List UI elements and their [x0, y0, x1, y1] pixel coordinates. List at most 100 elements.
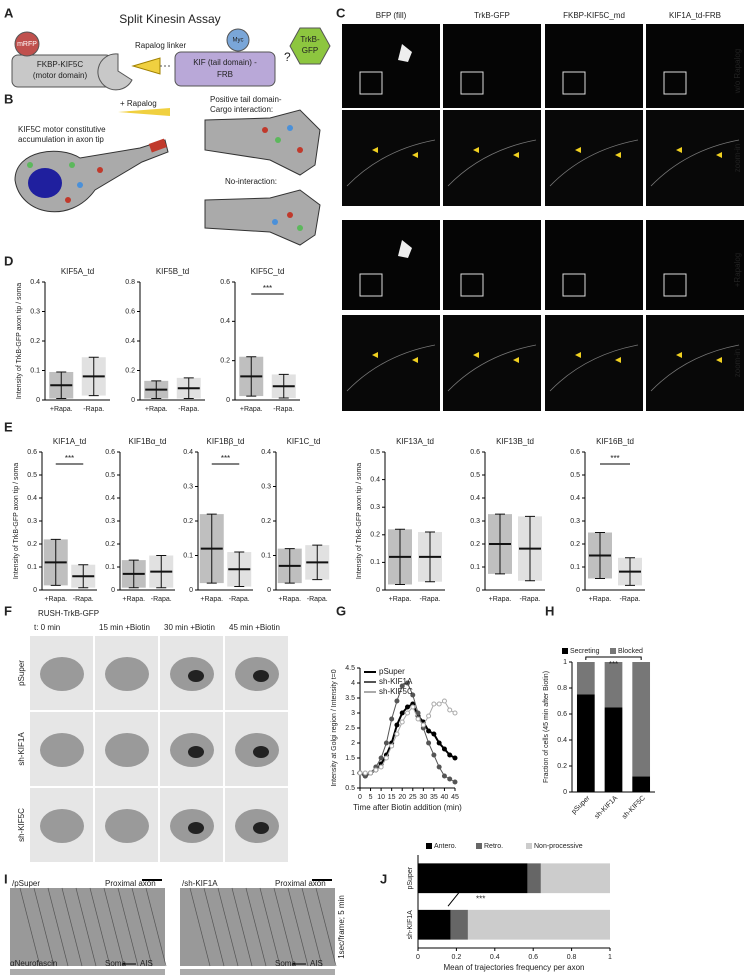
bar-segment	[632, 662, 651, 777]
x-tick-label: 30	[419, 794, 427, 801]
column-header: BFP (fill)	[376, 11, 407, 20]
nucleus	[28, 168, 62, 198]
micrograph	[545, 24, 643, 108]
roi-box	[359, 273, 383, 297]
trajectory	[287, 887, 309, 967]
positive-label: Cargo interaction:	[210, 105, 273, 114]
point	[431, 752, 437, 758]
roi-box	[562, 273, 586, 297]
x-tick-label: -Rapa.	[419, 596, 440, 603]
neurite	[650, 139, 740, 187]
panel-f-title: RUSH-TrkB-GFP	[38, 609, 99, 618]
legend-label: Antero.	[434, 843, 457, 850]
row-label: sh-KIF1A	[17, 732, 26, 766]
x-tick-label: +Rapa.	[489, 596, 512, 603]
neurite	[346, 139, 436, 187]
arrowhead	[412, 357, 418, 363]
row-label: sh-KIF5C	[17, 808, 26, 842]
point	[436, 740, 442, 746]
neurite	[549, 344, 639, 392]
arrowhead	[716, 152, 722, 158]
significance: ***	[263, 284, 272, 293]
cargo	[287, 125, 293, 131]
y-tick-label: 0.1	[370, 559, 380, 566]
y-axis-label: Fraction of cells (45 min after Biotin)	[543, 671, 550, 783]
point	[394, 722, 400, 728]
point	[399, 683, 405, 689]
y-tick-label: 0.4	[27, 495, 37, 502]
micrograph	[342, 220, 440, 310]
arrowhead	[372, 352, 378, 358]
y-tick-label: 0.4	[557, 737, 567, 744]
x-tick-label: 10	[377, 794, 385, 801]
y-tick-label: 0	[576, 587, 580, 594]
y-tick-label: 0.1	[30, 367, 40, 374]
ais-label: AIS	[310, 959, 323, 968]
point	[441, 698, 447, 704]
chart-title: KIF1C_td	[287, 437, 321, 446]
point	[399, 710, 405, 716]
legend-label: pSuper	[379, 667, 405, 676]
condition-label: /pSuper	[12, 879, 40, 888]
column-header: 45 min +Biotin	[229, 623, 280, 632]
cell	[40, 733, 84, 767]
trajectory	[131, 887, 153, 967]
zoom-image	[545, 110, 643, 206]
fkbp	[97, 53, 133, 91]
micrograph	[646, 220, 744, 310]
x-tick-label: pSuper	[571, 794, 592, 815]
y-tick-label: 0.2	[105, 541, 115, 548]
arrowhead	[473, 147, 479, 153]
y-tick-label: 0.6	[557, 711, 567, 718]
point	[394, 698, 400, 704]
y-tick-label: 0.2	[370, 532, 380, 539]
legend-swatch	[610, 648, 616, 654]
chart-title: KIF5A_td	[61, 267, 94, 276]
x-tick-label: -Rapa.	[307, 596, 328, 603]
y-tick-label: 0.8	[557, 685, 567, 692]
trajectory	[145, 887, 167, 967]
trajectory	[231, 887, 253, 967]
y-axis-label: Intensity of TrkB-GFP axon tip / soma	[13, 463, 20, 579]
roi-box	[359, 71, 383, 95]
y-tick-label: 0	[563, 789, 567, 796]
trkb-label: GFP	[302, 46, 318, 55]
cell	[40, 657, 84, 691]
x-tick-label: 0	[358, 794, 362, 801]
y-tick-label: 0.4	[261, 449, 271, 456]
y-tick-label: 0.2	[470, 541, 480, 548]
mrfp	[14, 31, 40, 57]
arrowhead	[513, 357, 519, 363]
y-tick-label: 0.2	[570, 541, 580, 548]
y-tick-label: 0.3	[30, 308, 40, 315]
bar-segment	[527, 863, 541, 894]
y-tick-label: 0.8	[125, 279, 135, 286]
trajectory	[301, 887, 323, 967]
y-tick-label: 0	[33, 587, 37, 594]
significance: ***	[65, 454, 74, 463]
kif-label: KIF (tail domain) -	[193, 58, 257, 67]
y-tick-label: 0.2	[183, 518, 193, 525]
bar-segment	[540, 863, 610, 894]
point	[426, 713, 432, 719]
trajectory	[19, 887, 41, 967]
y-tick-label: 0.3	[183, 483, 193, 490]
linker-label: Rapalog linker	[135, 41, 186, 50]
golgi	[253, 746, 269, 758]
cargo	[272, 219, 278, 225]
golgi	[253, 822, 269, 834]
y-tick-label: 0.5	[570, 472, 580, 479]
trajectory	[61, 887, 83, 967]
sig-bracket	[585, 656, 642, 660]
point	[447, 752, 453, 758]
neurite	[346, 344, 436, 392]
panel-letter: F	[4, 603, 12, 618]
golgi	[188, 746, 204, 758]
legend-swatch	[426, 843, 432, 849]
row-label: w/o Rapalog	[733, 49, 742, 94]
x-tick-label: +Rapa.	[240, 406, 263, 413]
golgi	[188, 670, 204, 682]
point	[362, 770, 368, 776]
roi-box	[663, 273, 687, 297]
panel-letter: G	[336, 603, 346, 618]
